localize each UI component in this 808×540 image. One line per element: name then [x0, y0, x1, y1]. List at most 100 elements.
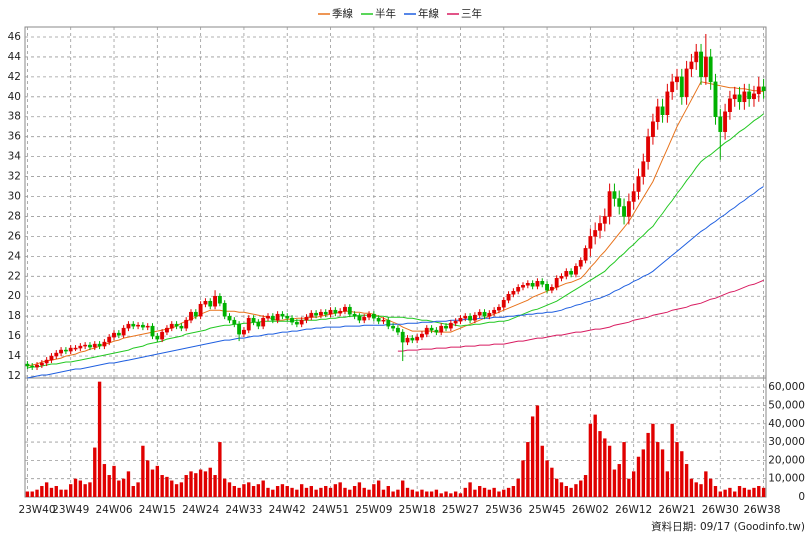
candle-body	[169, 323, 174, 329]
x-tick-label: 24W51	[312, 504, 349, 516]
volume-bar	[540, 445, 544, 497]
candle-body	[371, 313, 376, 319]
candle-body	[525, 283, 530, 286]
candle-body	[684, 68, 689, 98]
x-tick-label: 24W15	[139, 504, 176, 516]
volume-bar	[492, 487, 496, 497]
volume-bar	[564, 486, 568, 497]
volume-bar	[299, 484, 304, 497]
candle-body	[429, 327, 434, 331]
candle-body	[131, 323, 136, 327]
volume-bar	[194, 473, 198, 497]
volume-bar	[665, 471, 670, 497]
candle-body	[309, 312, 314, 318]
volume-bar	[737, 486, 742, 497]
candle-body	[501, 299, 506, 308]
y-tick-label: 22	[8, 270, 21, 282]
candle-body	[189, 311, 193, 321]
candle-body	[386, 319, 391, 327]
volume-bar	[49, 487, 54, 497]
volume-bar	[208, 467, 212, 497]
volume-bar	[136, 482, 140, 497]
y-tick-label: 28	[8, 210, 21, 222]
volume-bar	[170, 480, 174, 497]
y-tick-label: 42	[8, 71, 21, 83]
volume-bar	[622, 442, 626, 497]
volume-bar	[588, 423, 593, 497]
volume-bar	[458, 493, 463, 497]
volume-bar	[526, 442, 530, 497]
volume-bar	[44, 482, 49, 497]
volume-bar	[121, 478, 126, 497]
candle-body	[506, 293, 511, 301]
x-tick-label: 26W12	[615, 504, 652, 516]
candle-body	[102, 341, 107, 347]
volume-bar	[256, 484, 261, 497]
y2-tick-label: 30,000	[768, 436, 805, 448]
candle-body	[559, 276, 564, 279]
candle-body	[670, 81, 675, 93]
candle-body	[458, 317, 463, 322]
volume-bar	[651, 423, 655, 497]
x-tick-label: 25W36	[485, 504, 522, 516]
volume-bar	[747, 489, 751, 497]
volume-bar	[612, 469, 617, 497]
candle-body	[472, 314, 477, 321]
volume-bar	[223, 478, 227, 497]
candle-body	[444, 325, 448, 329]
candle-body	[304, 316, 309, 321]
y2-tick-label: 60,000	[768, 381, 805, 393]
candle-body	[381, 319, 386, 322]
candle-body	[280, 313, 285, 317]
candle-body	[453, 320, 458, 324]
candle-body	[54, 352, 59, 357]
volume-bar	[636, 456, 641, 497]
volume-bar	[656, 442, 660, 497]
candle-body	[612, 191, 617, 199]
candle-body	[535, 281, 540, 287]
candle-body	[35, 364, 39, 368]
candle-body	[756, 86, 761, 95]
volume-bar	[30, 491, 34, 497]
candle-body	[165, 327, 169, 333]
volume-bar	[362, 487, 366, 497]
volume-bar	[757, 486, 761, 497]
candle-body	[602, 216, 607, 224]
volume-bar	[203, 471, 208, 497]
volume-bar	[607, 445, 612, 497]
volume-bar	[141, 445, 145, 497]
candle-body	[395, 327, 400, 333]
candle-body	[439, 325, 444, 333]
candle-body	[232, 319, 237, 325]
volume-bar	[401, 480, 405, 497]
volume-bar	[117, 480, 121, 497]
candle-body	[217, 295, 222, 304]
volume-bar	[559, 482, 564, 497]
volume-bar	[40, 486, 44, 497]
candle-body	[73, 347, 78, 350]
volume-bar	[391, 491, 395, 497]
volume-bar	[131, 486, 135, 497]
volume-bar	[593, 414, 597, 497]
volume-bar	[165, 476, 169, 497]
ma-line	[27, 113, 764, 369]
volume-bar	[555, 478, 559, 497]
candle-body	[578, 260, 583, 267]
volume-bar	[285, 486, 289, 497]
candle-body	[160, 331, 165, 340]
volume-bar	[704, 471, 708, 497]
candle-body	[737, 94, 742, 103]
volume-bar	[641, 449, 645, 497]
candle-body	[540, 281, 545, 285]
candle-body	[434, 329, 439, 333]
volume-bar	[271, 489, 275, 497]
candle-body	[198, 303, 203, 317]
y-tick-label: 18	[8, 310, 21, 322]
volume-bar	[314, 489, 318, 497]
volume-bar	[521, 460, 525, 497]
volume-bar	[25, 491, 30, 497]
y2-tick-label: 50,000	[768, 399, 805, 411]
volume-bar	[69, 484, 73, 497]
volume-bar	[535, 405, 540, 497]
ma-line	[27, 81, 764, 367]
